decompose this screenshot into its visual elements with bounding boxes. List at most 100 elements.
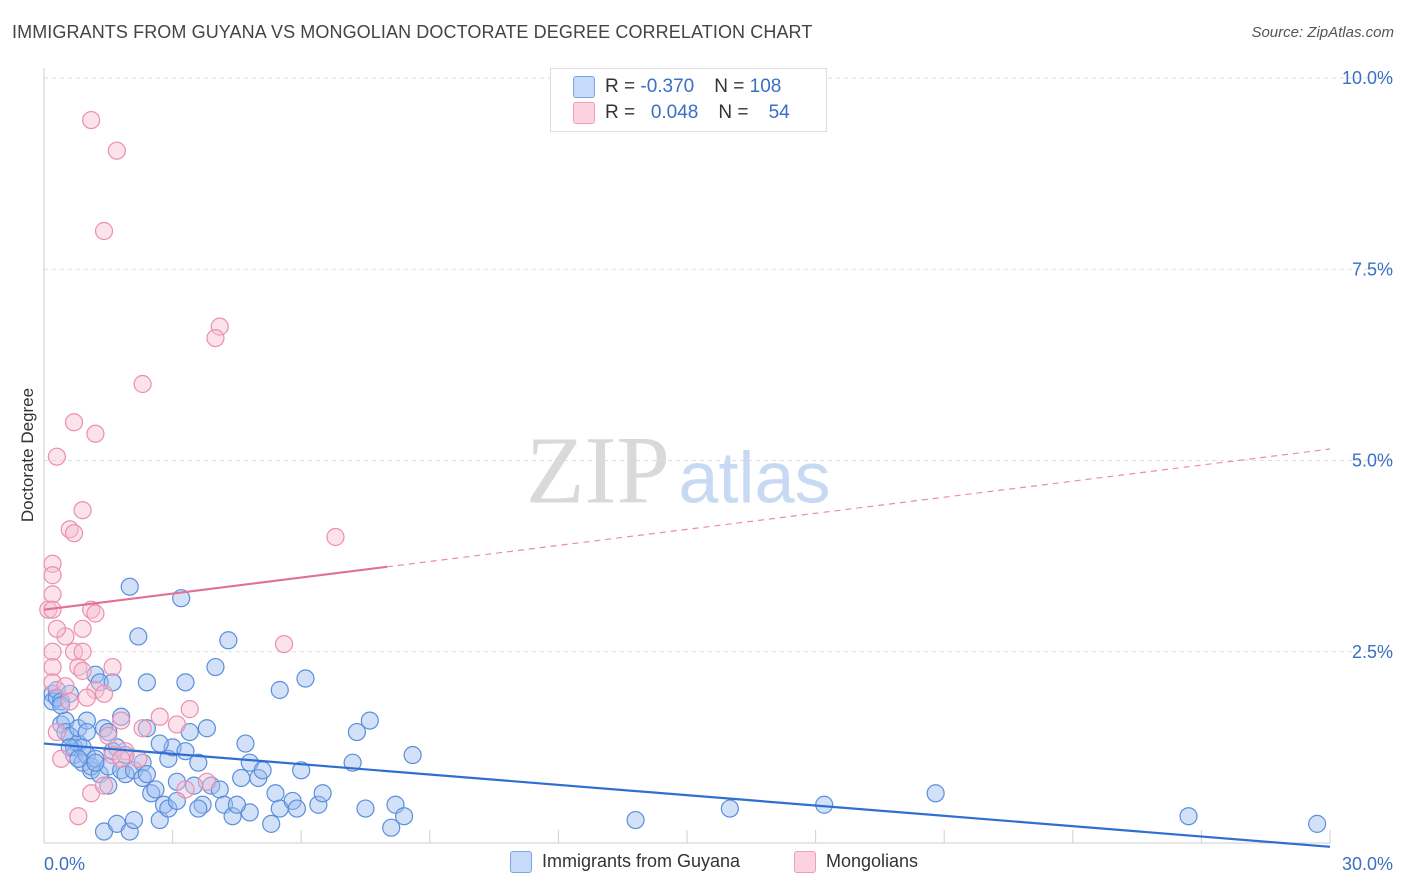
source-label: Source: ZipAtlas.com: [1251, 24, 1394, 41]
data-point: [69, 807, 88, 826]
data-point: [47, 722, 66, 742]
data-point: [56, 677, 75, 696]
legend-n-value: 54: [768, 102, 790, 124]
data-point: [189, 799, 208, 818]
legend-n-label: N =: [718, 102, 754, 124]
data-point: [137, 719, 156, 738]
legend-r-value: 0.048: [650, 102, 699, 124]
data-point: [137, 765, 156, 784]
data-point: [99, 776, 118, 795]
data-point: [403, 745, 422, 765]
data-point: [99, 726, 118, 746]
data-point: [176, 673, 195, 692]
data-point: [112, 707, 131, 726]
series-mongolians: [39, 110, 345, 826]
data-point: [206, 329, 225, 348]
data-point: [206, 657, 225, 677]
data-point: [176, 780, 195, 799]
data-point: [167, 715, 186, 734]
data-point: [189, 753, 208, 772]
data-point: [129, 749, 148, 768]
data-point: [287, 799, 307, 818]
data-point: [1179, 807, 1198, 826]
data-point: [266, 784, 285, 803]
data-point: [347, 722, 367, 742]
x-tick-label: 0.0%: [44, 854, 85, 874]
data-point: [720, 799, 739, 818]
trend-line-mongolians: [43, 565, 388, 611]
legend-swatch-mongolians: [573, 102, 595, 124]
bottom-legend-swatch-mongolians: [794, 851, 816, 874]
data-point: [43, 566, 62, 585]
chart-title: IMMIGRANTS FROM GUYANA VS MONGOLIAN DOCT…: [12, 22, 813, 42]
data-point: [64, 413, 84, 432]
data-point: [394, 807, 414, 826]
data-point: [73, 661, 92, 680]
data-point: [86, 604, 105, 623]
legend-n-label: N =: [714, 76, 750, 98]
bottom-legend-label-mongolians: Mongolians: [826, 851, 919, 871]
data-point: [120, 577, 139, 596]
y-tick-label: 2.5%: [1352, 642, 1393, 662]
legend-swatch-guyana: [573, 76, 595, 98]
data-point: [103, 657, 122, 677]
data-point: [150, 734, 169, 753]
data-point: [112, 711, 131, 730]
y-tick-label: 7.5%: [1352, 259, 1393, 279]
data-point: [150, 707, 169, 726]
data-point: [382, 818, 401, 837]
legend-row-mongolians: R = 0.048 N = 54: [573, 102, 790, 126]
data-point: [180, 700, 199, 719]
series-guyana: [43, 577, 1327, 841]
data-point: [43, 642, 62, 661]
data-point: [77, 688, 96, 707]
bottom-legend-label-guyana: Immigrants from Guyana: [542, 851, 741, 871]
data-point: [94, 684, 114, 703]
data-point: [64, 524, 84, 543]
data-point: [73, 501, 92, 520]
data-point: [103, 745, 122, 765]
bottom-legend-mongolians: Mongolians: [794, 851, 919, 874]
legend-r-label: R =: [605, 76, 641, 98]
trend-line-extension: [386, 448, 1331, 568]
data-point: [360, 711, 379, 730]
data-point: [210, 317, 229, 336]
data-point: [137, 673, 156, 692]
data-point: [274, 634, 294, 654]
data-point: [47, 447, 66, 466]
y-tick-label: 5.0%: [1352, 451, 1393, 471]
data-point: [236, 734, 255, 753]
data-point: [99, 722, 118, 742]
data-point: [107, 141, 126, 160]
data-point: [296, 669, 315, 688]
data-point: [73, 642, 92, 661]
data-point: [52, 749, 71, 768]
data-point: [43, 657, 62, 677]
data-point: [253, 761, 272, 780]
data-point: [270, 680, 289, 700]
data-point: [94, 776, 114, 795]
data-point: [223, 807, 242, 826]
data-point: [313, 784, 332, 803]
data-point: [86, 753, 105, 772]
data-point: [69, 749, 88, 768]
data-point: [262, 814, 281, 833]
data-point: [47, 619, 66, 638]
data-point: [129, 627, 148, 646]
data-point: [124, 810, 144, 830]
data-point: [60, 692, 79, 711]
data-point: [86, 424, 105, 443]
data-point: [94, 221, 114, 241]
data-point: [626, 810, 645, 830]
y-tick-label: 10.0%: [1342, 68, 1393, 88]
data-point: [43, 585, 62, 604]
legend-r-value: -0.370: [640, 76, 695, 98]
bottom-legend-swatch-guyana: [510, 851, 532, 874]
stats-legend: R = -0.370 N = 108 R = 0.048 N = 54: [550, 68, 827, 132]
data-point: [356, 799, 375, 818]
data-point: [197, 772, 216, 791]
data-point: [292, 761, 311, 780]
data-point: [77, 722, 96, 742]
data-point: [146, 780, 165, 799]
